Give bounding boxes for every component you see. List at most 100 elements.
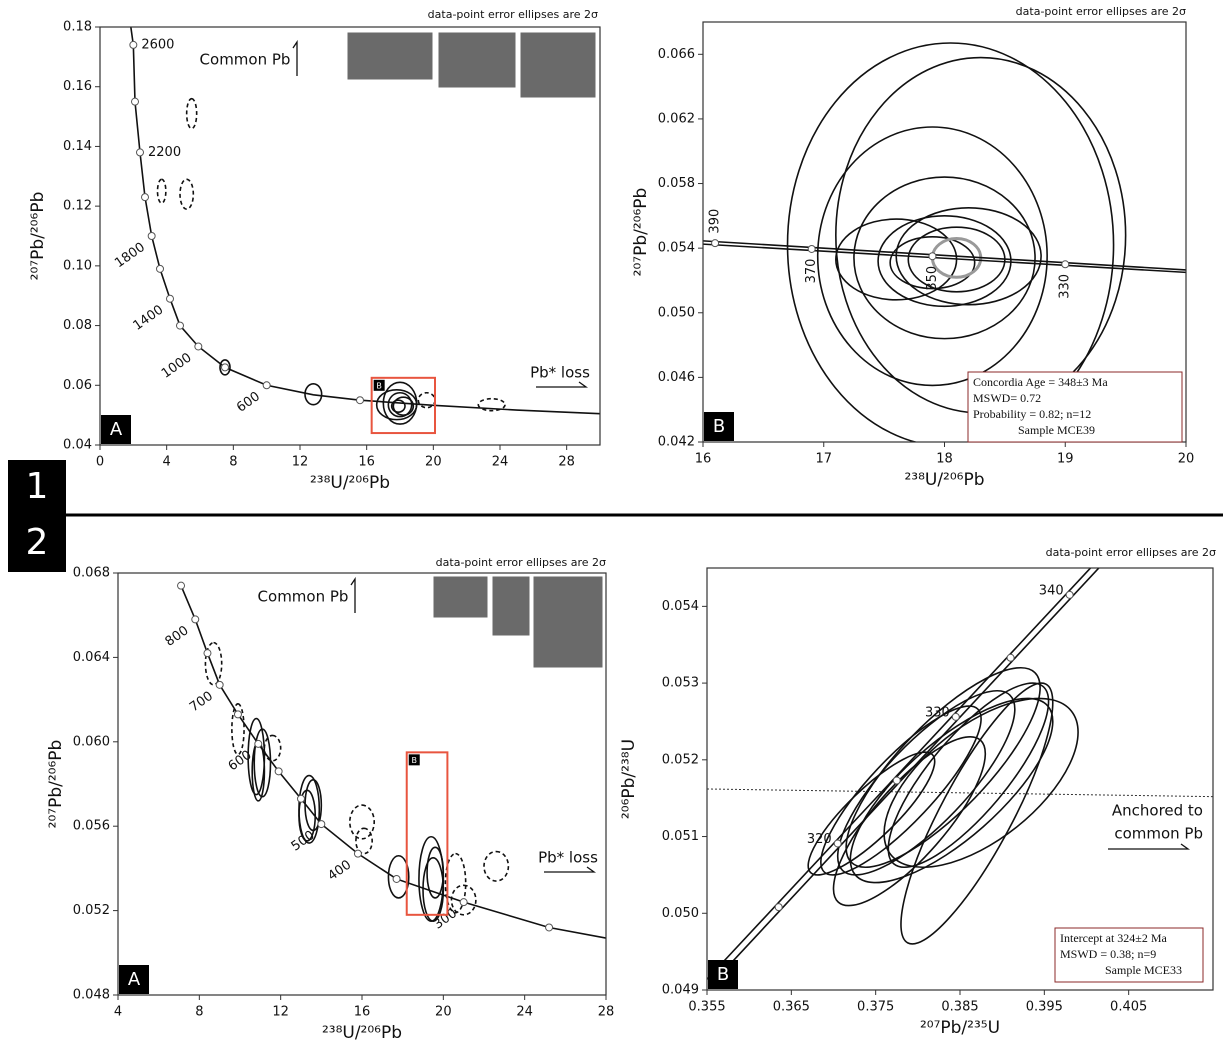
age-marker: [254, 739, 263, 748]
x-tick-label: 0: [96, 455, 104, 470]
row-label: 1: [26, 466, 49, 507]
x-tick-label: 28: [598, 1005, 615, 1020]
annotation: Pb* loss: [538, 849, 598, 867]
grain-image: [519, 31, 597, 99]
y-tick-label: 0.18: [63, 20, 92, 35]
y-tick-label: 0.10: [63, 258, 92, 273]
info-line: MSWD = 0.38; n=9: [1060, 947, 1156, 961]
plot-area: [129, 27, 600, 425]
x-tick-label: 16: [358, 455, 375, 470]
age-marker: [177, 581, 186, 590]
age-marker: [951, 712, 960, 721]
age-label: 400: [325, 857, 354, 884]
y-tick-label: 0.068: [73, 566, 110, 581]
panel-label: A: [110, 419, 123, 440]
age-label: 330: [925, 705, 950, 720]
concordia-curve: [180, 585, 606, 939]
row-label: 2: [26, 522, 49, 563]
age-label: 700: [187, 689, 216, 716]
error-ellipse: [483, 850, 510, 882]
zoom-box: [405, 751, 449, 916]
error-ellipse: [853, 176, 1036, 340]
info-line: Concordia Age = 348±3 Ma: [973, 375, 1108, 389]
x-tick-label: 8: [195, 1005, 203, 1020]
grain-image: [491, 575, 531, 637]
info-line: Sample MCE33: [1105, 963, 1182, 977]
age-label: 1800: [112, 240, 148, 271]
error-ellipse: [426, 846, 445, 899]
age-marker: [1006, 653, 1015, 662]
error-ellipse: [786, 42, 1115, 442]
concordia-curve: [723, 568, 1100, 972]
error-ellipse: [387, 391, 413, 418]
age-label: 1400: [131, 303, 167, 334]
age-marker: [262, 381, 271, 390]
age-marker: [1061, 260, 1070, 269]
age-marker: [545, 923, 554, 932]
panel: 16 17 18 19 20 0.042 0.046 0.050 0.054 0.058 0.062…: [631, 5, 1194, 490]
x-tick-label: 17: [815, 452, 832, 467]
grain-image: [532, 575, 604, 669]
zoom-label-box: [373, 379, 385, 391]
info-line: MSWD= 0.72: [973, 391, 1041, 405]
age-marker: [191, 615, 200, 624]
x-axis-label: ²³⁸U/²⁰⁶Pb: [322, 1023, 402, 1043]
ellipse-note: data-point error ellipses are 2σ: [1016, 5, 1186, 18]
info-line: Sample MCE39: [1018, 423, 1095, 437]
age-marker: [203, 649, 212, 658]
panel-label-box: [101, 415, 131, 444]
plot-area: [177, 581, 606, 939]
x-tick-label: 20: [435, 1005, 452, 1020]
y-tick-label: 0.14: [63, 139, 92, 154]
error-ellipse: [450, 884, 477, 916]
arrow: [350, 576, 356, 613]
grain-image: [346, 31, 434, 81]
x-tick-label: 4: [163, 455, 171, 470]
zoom-box: [370, 376, 436, 435]
arrow: [536, 381, 589, 388]
x-tick-label: 8: [229, 455, 237, 470]
age-label: 340: [1039, 583, 1064, 598]
x-tick-label: 19: [1057, 452, 1074, 467]
y-tick-label: 0.066: [658, 47, 695, 62]
ellipse-note: data-point error ellipses are 2σ: [436, 556, 606, 569]
error-ellipse: [263, 734, 282, 762]
y-tick-label: 0.052: [662, 752, 699, 767]
x-axis-label: ²³⁸U/²⁰⁶Pb: [904, 470, 984, 490]
plot-area: [707, 568, 1213, 980]
x-tick-label: 16: [695, 452, 712, 467]
y-tick-label: 0.058: [658, 176, 695, 191]
age-marker: [356, 396, 364, 405]
age-marker: [233, 710, 242, 719]
age-label: 800: [163, 623, 192, 650]
y-axis-label: ²⁰⁷Pb/²⁰⁶Pb: [631, 188, 651, 277]
panel-label-box: [119, 965, 149, 994]
error-ellipse: [392, 396, 415, 416]
y-tick-label: 0.062: [658, 111, 695, 126]
x-tick-label: 24: [516, 1005, 533, 1020]
x-tick-label: 0.405: [1110, 1000, 1147, 1015]
error-ellipse: [253, 728, 272, 798]
x-tick-label: 24: [492, 455, 509, 470]
age-label: 330: [1058, 274, 1073, 299]
y-tick-label: 0.054: [658, 241, 695, 256]
y-tick-label: 0.064: [73, 650, 110, 665]
panel: 0 4 8 12 16 20 24 28 0.04 0.06 0.08 0.10 0.12 0.14 0.1…: [28, 8, 601, 493]
age-marker: [833, 839, 842, 848]
y-tick-label: 0.052: [73, 903, 110, 918]
age-marker: [297, 794, 305, 803]
concordia-curve: [703, 240, 1186, 271]
age-label: 2600: [141, 37, 174, 52]
y-tick-label: 0.046: [658, 370, 695, 385]
y-tick-label: 0.050: [662, 906, 699, 921]
error-ellipse: [387, 854, 410, 899]
age-marker: [147, 232, 156, 240]
panel-label-box: [704, 412, 734, 441]
x-axis-label: ²⁰⁷Pb/²³⁵U: [920, 1018, 1000, 1038]
y-tick-label: 0.054: [662, 599, 699, 614]
arrow: [544, 866, 597, 873]
y-tick-label: 0.051: [662, 829, 699, 844]
error-ellipse: [845, 666, 1041, 869]
error-ellipse: [900, 682, 1054, 945]
